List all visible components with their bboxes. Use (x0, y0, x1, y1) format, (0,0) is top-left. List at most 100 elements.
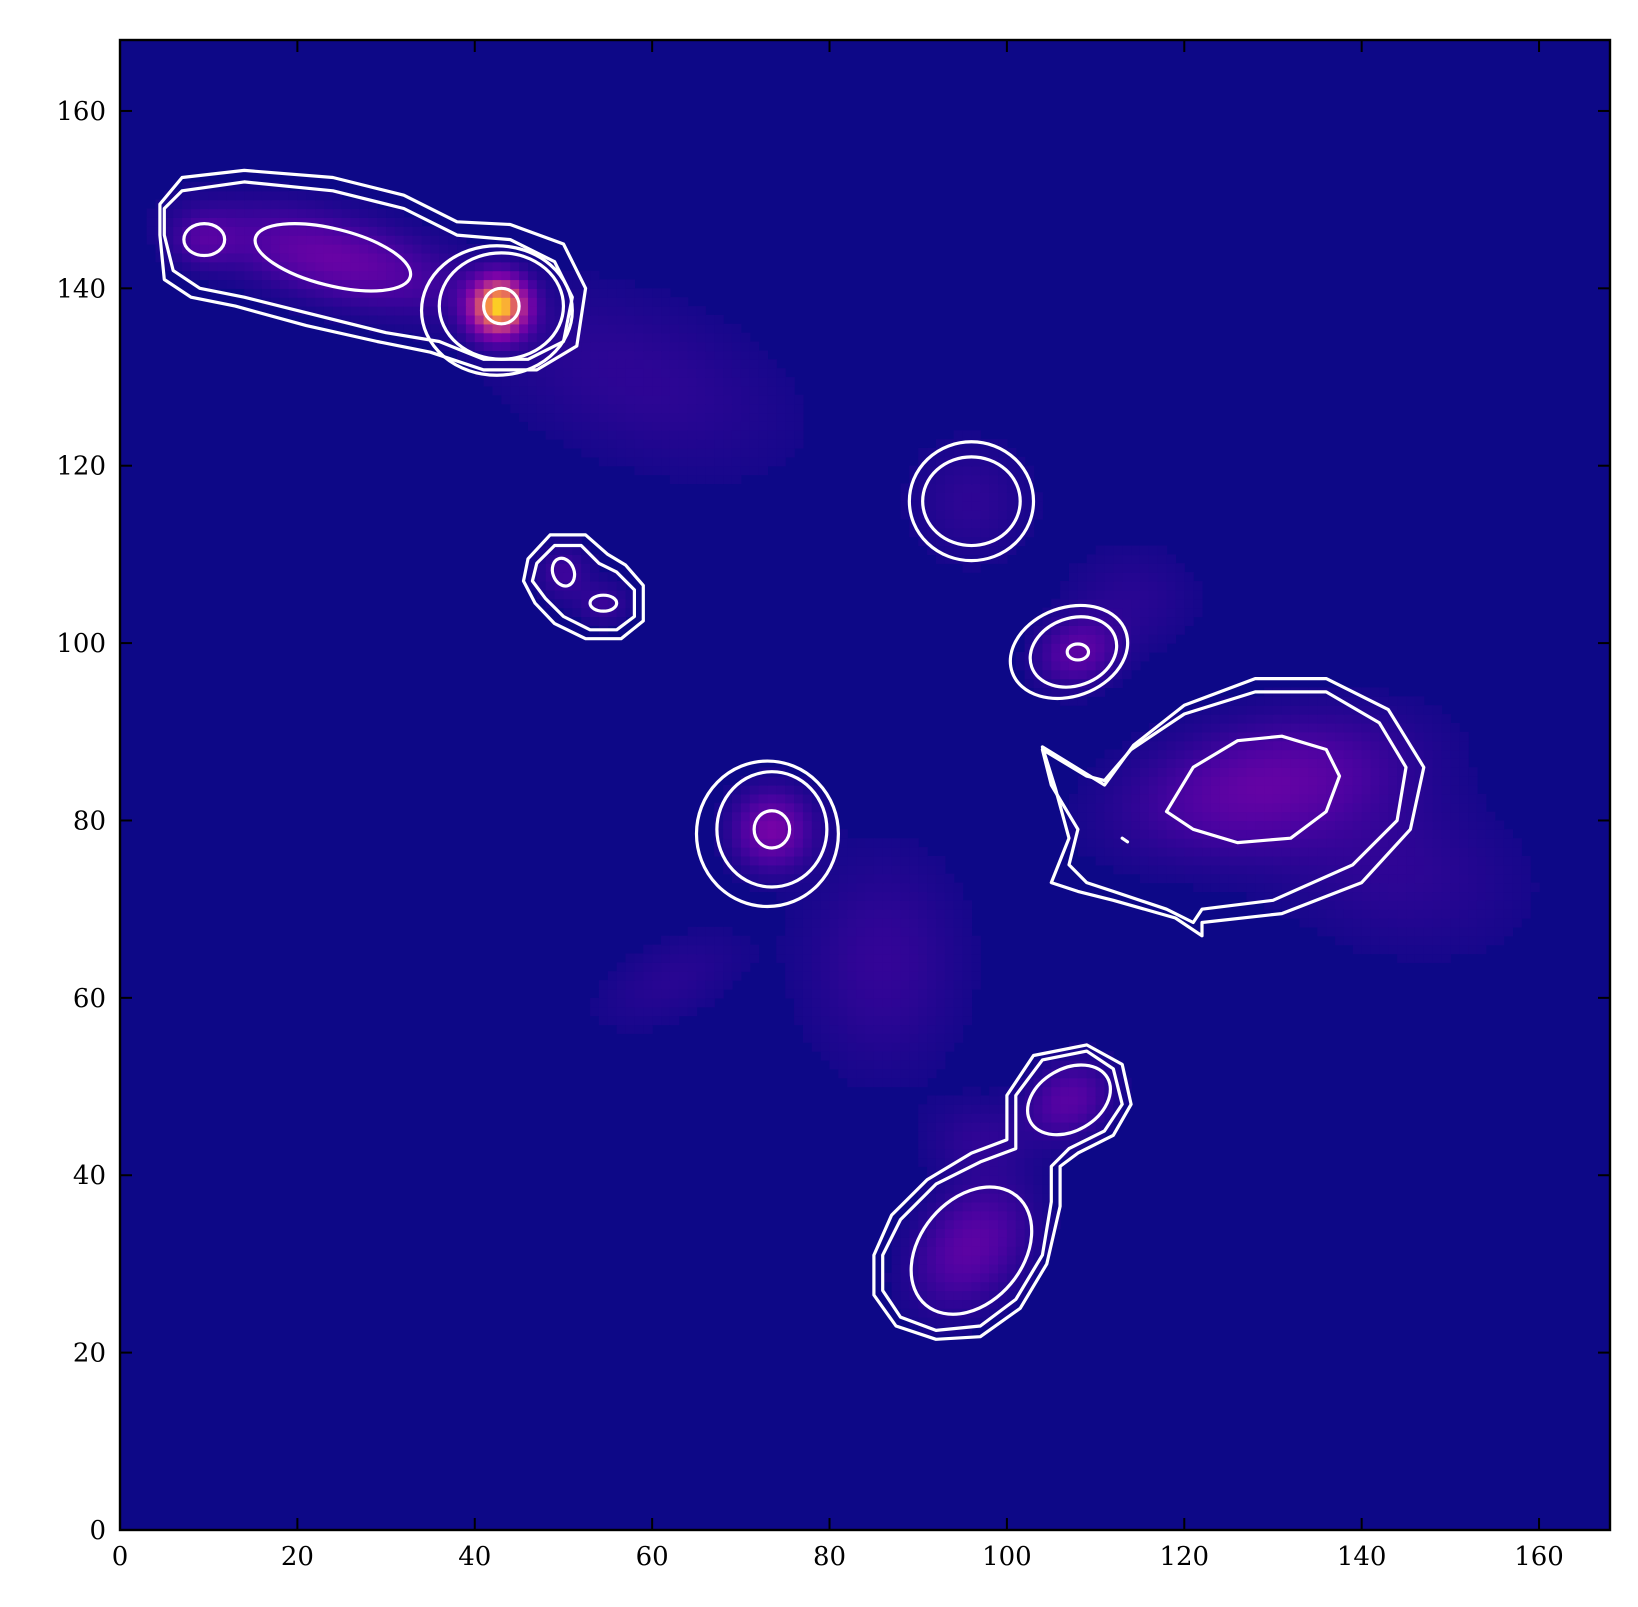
heatmap-cell (581, 412, 591, 422)
heatmap-cell (182, 181, 192, 192)
heatmap-cell (723, 421, 733, 431)
heatmap-cell (1210, 767, 1221, 777)
heatmap-cell (323, 208, 334, 218)
heatmap-cell (873, 962, 884, 972)
heatmap-cell (341, 243, 352, 254)
heatmap-cell (1042, 651, 1052, 662)
heatmap-cell (315, 270, 325, 281)
heatmap-cell (1397, 855, 1407, 866)
heatmap-cell (714, 412, 724, 422)
heatmap-cell (891, 1015, 902, 1026)
heatmap-cell (244, 199, 254, 210)
heatmap-cell (767, 785, 777, 795)
heatmap-cell (554, 394, 565, 405)
heatmap-cell (519, 279, 529, 289)
heatmap-cell (510, 350, 520, 360)
heatmap-cell (1432, 829, 1443, 839)
heatmap-cell (962, 988, 973, 999)
heatmap-cell (386, 226, 396, 236)
heatmap-cell (590, 607, 600, 618)
heatmap-cell (989, 1219, 999, 1230)
heatmap-cell (1060, 1095, 1070, 1105)
heatmap-cell (1441, 873, 1451, 884)
heatmap-cell (802, 855, 813, 866)
heatmap-cell (714, 385, 724, 396)
heatmap-cell (1246, 722, 1256, 733)
heatmap-cell (1361, 909, 1372, 919)
heatmap-cell (669, 341, 680, 352)
heatmap-cell (1042, 1166, 1052, 1176)
heatmap-cell (527, 314, 538, 325)
heatmap-cell (935, 855, 946, 866)
heatmap-cell (927, 1237, 937, 1247)
heatmap-cell (971, 563, 981, 573)
heatmap-cell (474, 270, 485, 281)
heatmap-cell (1406, 749, 1416, 759)
heatmap-cell (359, 288, 369, 298)
heatmap-cell (1255, 891, 1265, 901)
heatmap-cell (971, 1263, 981, 1274)
heatmap-cell (1095, 855, 1106, 866)
heatmap-cell (1441, 793, 1451, 804)
heatmap-cell (1166, 749, 1177, 759)
heatmap-cell (598, 323, 609, 334)
heatmap-cell (731, 377, 742, 387)
heatmap-cell (590, 368, 600, 378)
heatmap-cell (989, 1122, 999, 1132)
heatmap-cell (1406, 722, 1416, 733)
heatmap-cell (1352, 882, 1363, 893)
heatmap-cell (829, 988, 839, 999)
heatmap-cell (723, 838, 733, 848)
heatmap-cell (669, 935, 680, 946)
heatmap-cell (687, 456, 698, 467)
heatmap-cell (865, 900, 875, 910)
heatmap-cell (1060, 643, 1070, 653)
heatmap-cell (1095, 829, 1106, 839)
heatmap-cell (1139, 855, 1150, 866)
heatmap-cell (900, 510, 910, 520)
heatmap-cell (1317, 838, 1327, 848)
heatmap-cell (572, 314, 582, 325)
heatmap-cell (590, 572, 600, 582)
heatmap-cell (661, 465, 671, 476)
heatmap-cell (705, 988, 715, 999)
heatmap-cell (935, 510, 946, 520)
heatmap-cell (1219, 767, 1230, 777)
heatmap-cell (1432, 714, 1443, 724)
heatmap-cell (971, 527, 981, 538)
heatmap-cell (1042, 1113, 1052, 1123)
heatmap-cell (1237, 873, 1247, 884)
heatmap-cell (510, 270, 520, 281)
heatmap-cell (1450, 855, 1460, 866)
heatmap-cell (1015, 1228, 1026, 1238)
heatmap-cell (1397, 926, 1407, 937)
heatmap-cell (989, 545, 999, 556)
heatmap-cell (873, 847, 884, 857)
heatmap-cell (935, 980, 946, 990)
heatmap-cell (403, 306, 414, 316)
heatmap-cell (439, 306, 449, 316)
heatmap-cell (794, 882, 804, 893)
heatmap-cell (634, 306, 644, 316)
heatmap-cell (572, 323, 582, 334)
heatmap-cell (1264, 740, 1274, 751)
heatmap-cell (944, 971, 955, 981)
heatmap-cell (1113, 563, 1123, 573)
heatmap-cell (1388, 802, 1398, 813)
heatmap-cell (1423, 855, 1434, 866)
heatmap-cell (341, 208, 352, 218)
heatmap-cell (953, 900, 964, 910)
heatmap-cell (607, 607, 618, 618)
heatmap-cell (1033, 1122, 1043, 1132)
heatmap-cell (873, 1051, 884, 1061)
heatmap-cell (1379, 820, 1389, 830)
heatmap-cell (1290, 838, 1301, 848)
heatmap-cell (1264, 714, 1274, 724)
heatmap-cell (164, 217, 174, 227)
heatmap-cell (962, 1175, 973, 1185)
heatmap-cell (678, 439, 689, 449)
heatmap-cell (1299, 829, 1310, 839)
heatmap-cell (270, 243, 281, 254)
heatmap-cell (1299, 820, 1310, 830)
heatmap-cell (776, 776, 786, 786)
